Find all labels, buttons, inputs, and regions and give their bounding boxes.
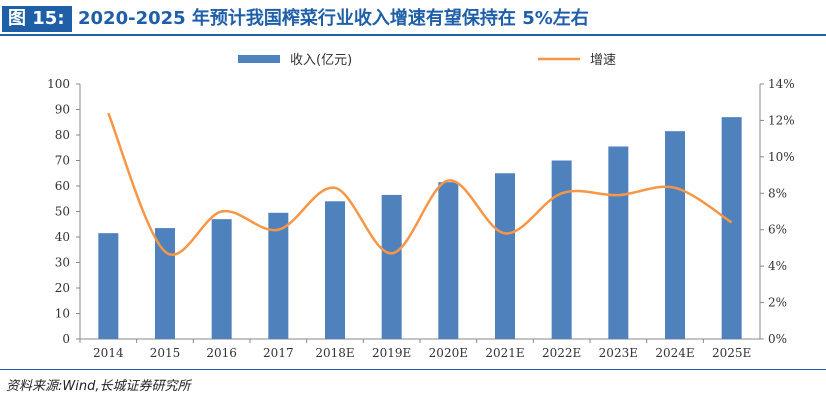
x-tick-label: 2023E bbox=[599, 346, 638, 360]
legend-line-label: 增速 bbox=[590, 53, 616, 68]
x-tick-label: 2019E bbox=[372, 346, 411, 360]
right-tick-label: 0% bbox=[768, 332, 787, 346]
right-tick-label: 12% bbox=[768, 113, 795, 127]
revenue-bar bbox=[325, 201, 345, 339]
revenue-bar bbox=[721, 117, 742, 340]
header-rule bbox=[0, 34, 826, 36]
footer-rule bbox=[0, 369, 826, 370]
chart-title: 2020-2025 年预计我国榨菜行业收入增速有望保持在 5%左右 bbox=[78, 8, 589, 29]
figure-header: 图 15: 2020-2025 年预计我国榨菜行业收入增速有望保持在 5%左右 bbox=[0, 0, 826, 36]
left-tick-label: 30 bbox=[55, 256, 70, 270]
right-tick-label: 10% bbox=[768, 150, 795, 164]
left-tick-label: 40 bbox=[55, 230, 70, 244]
right-tick-label: 2% bbox=[768, 296, 787, 310]
right-tick-label: 4% bbox=[768, 259, 787, 273]
x-tick-label: 2014 bbox=[93, 346, 124, 360]
x-tick-label: 2021E bbox=[485, 346, 524, 360]
figure-label: 图 15: bbox=[2, 6, 72, 32]
chart-legend: 收入(亿元) 增速 bbox=[238, 53, 616, 68]
growth-line bbox=[107, 112, 733, 256]
x-tick-label: 2024E bbox=[655, 346, 694, 360]
revenue-bar bbox=[495, 173, 515, 339]
x-tick-label: 2017 bbox=[263, 346, 294, 360]
revenue-bar bbox=[155, 228, 175, 339]
x-tick-label: 2016 bbox=[206, 346, 237, 360]
x-tick-label: 2022E bbox=[542, 346, 581, 360]
x-tick-label: 2015 bbox=[150, 346, 181, 360]
left-tick-label: 0 bbox=[62, 332, 70, 346]
revenue-growth-chart: 收入(亿元) 增速 0 10 20 30 40 50 60 70 80 90 100 0% 2% 4% 6% 8… bbox=[47, 53, 795, 360]
revenue-bar bbox=[438, 182, 459, 339]
right-tick-label: 6% bbox=[768, 223, 787, 237]
left-tick-label: 90 bbox=[55, 103, 70, 117]
right-tick-label: 8% bbox=[768, 186, 787, 200]
bar-series bbox=[98, 117, 742, 340]
revenue-bar bbox=[665, 131, 685, 339]
line-series bbox=[107, 112, 733, 256]
revenue-bar bbox=[211, 219, 232, 339]
revenue-bar bbox=[551, 160, 572, 339]
chart-axes: 0 10 20 30 40 50 60 70 80 90 100 0% 2% 4% 6% 8% 10% 12% 14… bbox=[47, 77, 795, 360]
right-tick-label: 14% bbox=[768, 77, 795, 91]
x-tick-label: 2020E bbox=[429, 346, 468, 360]
source-note: 资料来源:Wind,长城证券研究所 bbox=[6, 379, 191, 394]
left-tick-label: 60 bbox=[55, 179, 70, 193]
legend-bar-swatch bbox=[238, 55, 280, 63]
revenue-bar bbox=[608, 146, 629, 339]
revenue-bar bbox=[98, 233, 119, 339]
x-tick-label: 2018E bbox=[315, 346, 354, 360]
left-tick-label: 50 bbox=[55, 205, 70, 219]
left-tick-label: 20 bbox=[55, 281, 70, 295]
revenue-bar bbox=[381, 194, 402, 339]
left-tick-label: 100 bbox=[47, 77, 70, 91]
left-tick-label: 10 bbox=[55, 307, 70, 321]
legend-bar-label: 收入(亿元) bbox=[290, 53, 352, 68]
x-tick-label: 2025E bbox=[712, 346, 751, 360]
left-tick-label: 70 bbox=[55, 154, 70, 168]
revenue-bar bbox=[268, 212, 289, 339]
left-tick-label: 80 bbox=[55, 128, 70, 142]
